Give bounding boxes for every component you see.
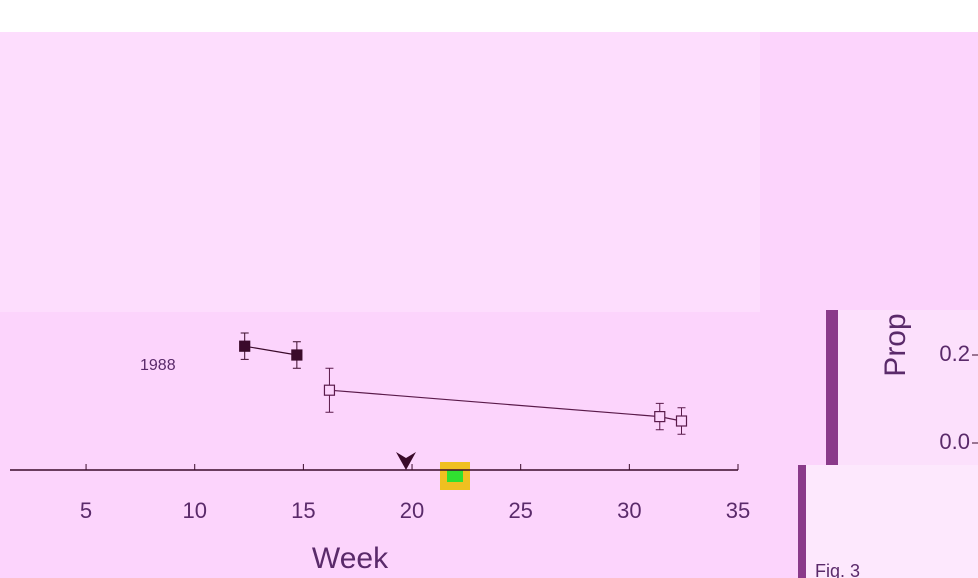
- panel-border: [798, 465, 806, 578]
- y-tick-label: 0.0: [939, 429, 970, 454]
- x-tick-label: 35: [726, 498, 750, 523]
- y-axis-label: Prop: [879, 313, 912, 376]
- x-tick-label: 20: [400, 498, 424, 523]
- series-annotation: 1988: [140, 357, 176, 374]
- y-tick-label: 0.2: [939, 341, 970, 366]
- x-axis-label: Week: [312, 542, 389, 575]
- data-point: [240, 341, 250, 351]
- x-tick-label: 15: [291, 498, 315, 523]
- week-marker: [396, 452, 416, 470]
- data-point: [324, 385, 334, 395]
- series-line: [245, 346, 297, 355]
- data-point: [292, 350, 302, 360]
- data-point: [655, 412, 665, 422]
- page: {"chart_data": {"type": "line", "x_label…: [0, 0, 978, 578]
- series-line: [329, 390, 681, 421]
- x-tick-label: 25: [508, 498, 532, 523]
- glitch-block: [447, 470, 463, 482]
- top-strip: [0, 0, 978, 32]
- figure-caption: Fig. 3: [815, 561, 860, 578]
- x-tick-label: 10: [182, 498, 206, 523]
- faded-region: [0, 32, 760, 312]
- chart: Week Prop 1988 Fig. 3 5 10 15 20 25 30 35 0.0 0.…: [0, 0, 978, 578]
- x-tick-label: 30: [617, 498, 641, 523]
- panel-border: [826, 310, 838, 465]
- data-point: [676, 416, 686, 426]
- x-tick-label: 5: [80, 498, 92, 523]
